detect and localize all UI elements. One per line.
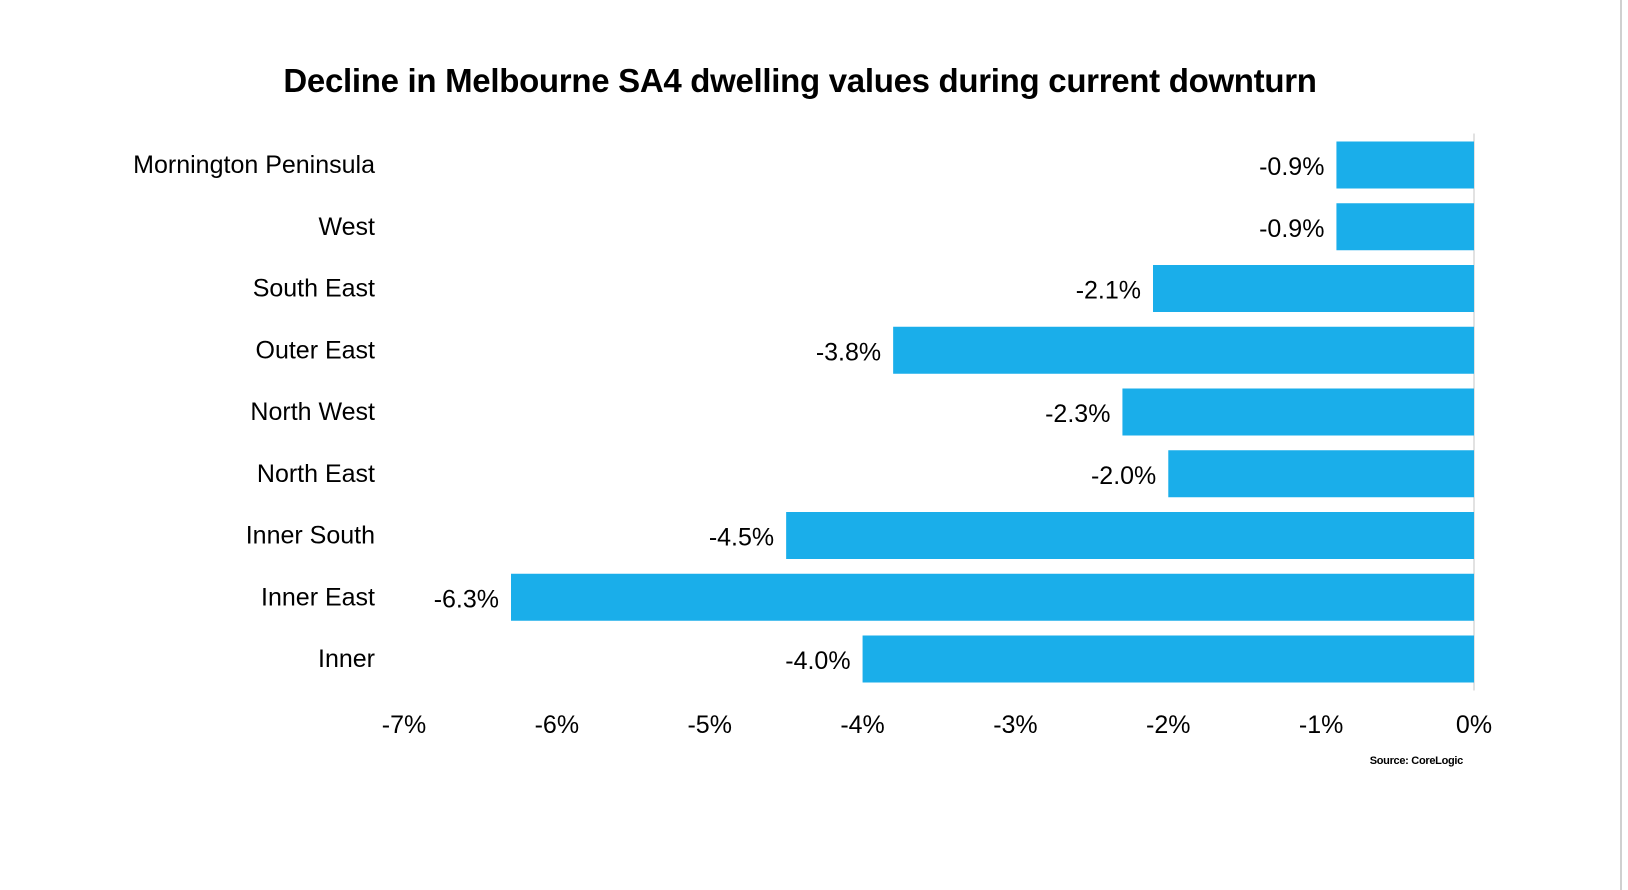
x-tick-label: -5% [687,711,731,739]
x-tick-label: -4% [840,711,884,739]
data-label: -0.9% [1259,153,1324,181]
bar [1153,265,1474,312]
data-label: -3.8% [816,338,881,366]
data-label: -2.3% [1045,400,1110,428]
category-label: Outer East [256,336,376,364]
bar [1336,203,1474,251]
x-tick-label: -2% [1146,711,1190,739]
data-label: -4.5% [709,524,774,552]
bar [1168,450,1474,498]
x-tick-label: -1% [1299,711,1343,739]
x-tick-label: 0% [1456,711,1492,739]
category-label: Inner East [261,583,375,611]
x-tick-label: -6% [535,711,579,739]
bar [511,573,1474,621]
data-label: -2.0% [1091,462,1156,490]
data-label: -4.0% [785,647,850,675]
bar [1336,141,1474,189]
category-label: North West [250,398,375,426]
bar [1122,388,1474,436]
category-label: West [319,213,376,241]
category-label: South East [253,275,375,303]
page-edge-divider [1620,0,1622,890]
data-label: -0.9% [1259,215,1324,243]
bar [862,635,1474,683]
category-label: Mornington Peninsula [133,151,375,179]
category-label: Inner South [246,522,375,550]
data-label: -6.3% [434,585,499,613]
bar [893,326,1474,374]
category-label: Inner [318,645,375,673]
bar [786,512,1474,559]
category-label: North East [257,460,375,488]
data-label: -2.1% [1076,277,1141,305]
x-tick-label: -3% [993,711,1037,739]
chart-title: Decline in Melbourne SA4 dwelling values… [283,62,1317,99]
x-tick-label: -7% [382,711,426,739]
source-note: Source: CoreLogic [1369,755,1464,767]
